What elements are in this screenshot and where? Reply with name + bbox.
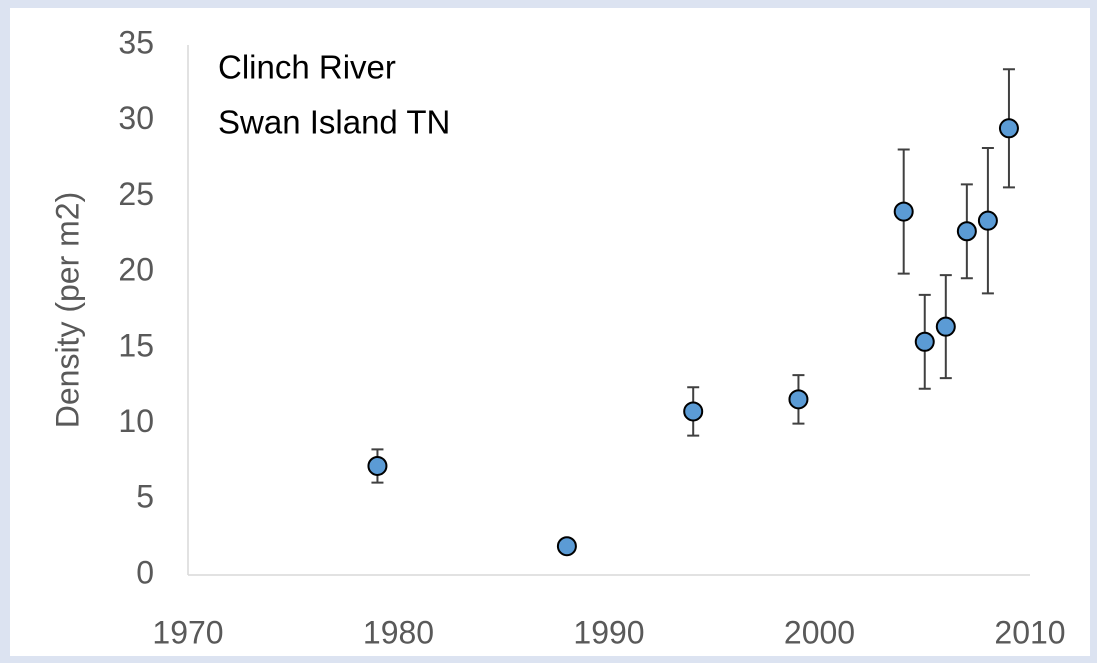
y-tick-label: 25 — [118, 176, 154, 212]
plot-panel — [10, 8, 1090, 656]
y-tick-label: 20 — [118, 252, 154, 288]
annotation: Clinch River — [218, 49, 396, 86]
y-tick-label: 10 — [118, 403, 154, 439]
point — [893, 201, 914, 222]
y-tick-label: 15 — [118, 327, 154, 363]
point — [683, 401, 704, 422]
x-tick-label: 2000 — [784, 614, 855, 650]
point — [914, 331, 935, 352]
point — [935, 316, 956, 337]
y-tick-label: 35 — [118, 24, 154, 60]
y-axis-label: Density (per m2) — [49, 192, 85, 429]
point — [788, 389, 809, 410]
point — [367, 455, 388, 476]
point — [977, 210, 998, 231]
x-tick-label: 2010 — [994, 614, 1065, 650]
y-tick-label: 0 — [136, 554, 154, 590]
point — [956, 221, 977, 242]
x-tick-label: 1970 — [152, 614, 223, 650]
y-tick-label: 30 — [118, 100, 154, 136]
x-tick-label: 1980 — [363, 614, 434, 650]
x-tick-label: 1990 — [573, 614, 644, 650]
point — [556, 536, 577, 557]
y-tick-label: 5 — [136, 479, 154, 515]
point — [998, 118, 1019, 139]
annotation: Swan Island TN — [218, 104, 450, 141]
